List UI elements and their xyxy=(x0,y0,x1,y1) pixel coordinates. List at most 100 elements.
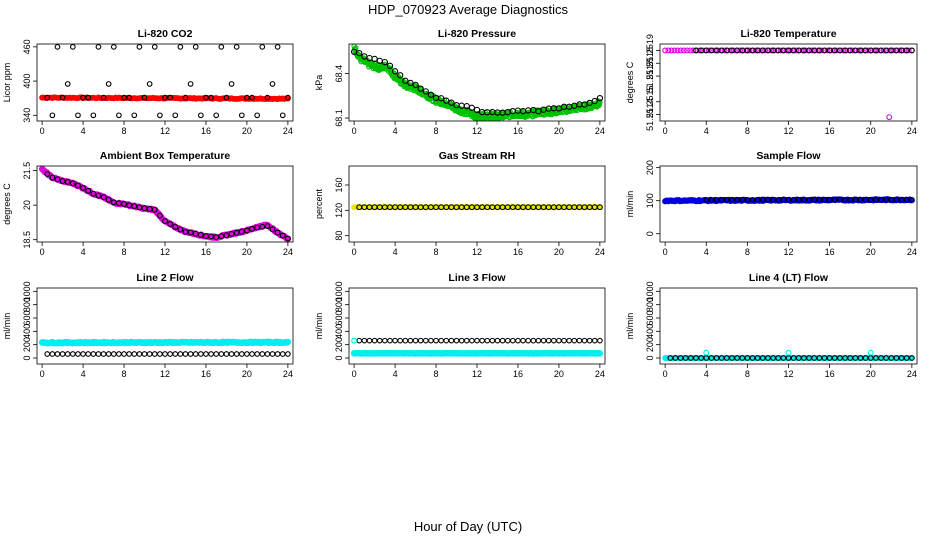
data-point xyxy=(182,94,189,101)
data-point xyxy=(591,97,598,105)
y-tick-label: 400 xyxy=(22,324,32,339)
data-point xyxy=(847,196,853,203)
data-point xyxy=(671,47,678,54)
y-tick-label: 80 xyxy=(334,231,344,241)
data-point xyxy=(172,112,179,119)
data-point xyxy=(718,196,725,203)
data-point xyxy=(566,337,573,344)
data-point xyxy=(908,47,915,54)
data-point xyxy=(489,337,496,344)
data-point xyxy=(157,351,163,357)
panel-9: Line 4 (LT) Flow 0 4 8 12 16 20 24 0 200400600800… xyxy=(625,272,918,379)
data-point xyxy=(105,81,112,87)
data-point xyxy=(126,94,133,101)
data-point xyxy=(69,180,76,187)
data-point xyxy=(233,351,240,357)
data-point xyxy=(126,351,133,357)
x-tick-label: 16 xyxy=(825,247,835,257)
panel-title: Li-820 Temperature xyxy=(740,28,836,40)
data-point xyxy=(233,44,240,50)
data-point xyxy=(223,232,230,239)
data-point xyxy=(136,44,143,50)
x-tick-label: 20 xyxy=(866,247,876,257)
x-tick-label: 20 xyxy=(242,126,252,136)
data-point xyxy=(746,47,753,54)
figure-title: HDP_070923 Average Diagnostics xyxy=(368,2,568,17)
data-point xyxy=(729,196,735,203)
data-point xyxy=(821,196,828,203)
data-point xyxy=(381,337,388,344)
y-tick-label: 0 xyxy=(645,231,655,236)
plot-frame xyxy=(659,287,918,365)
data-point xyxy=(765,196,771,203)
series-temp-raw xyxy=(662,47,915,54)
data-point xyxy=(192,351,199,357)
data-point xyxy=(703,196,710,203)
data-point xyxy=(443,337,450,344)
data-point xyxy=(187,229,194,236)
x-tick-label: 20 xyxy=(866,369,876,379)
data-point xyxy=(391,68,399,75)
data-point xyxy=(484,337,491,344)
data-points xyxy=(38,166,292,242)
data-point xyxy=(749,47,756,54)
y-tick-label: 51.2514 xyxy=(645,98,655,131)
data-point xyxy=(249,225,255,232)
data-point xyxy=(468,104,476,111)
y-tick-label: 460 xyxy=(22,39,32,54)
y-tick-label: 51.2518 xyxy=(645,47,655,80)
data-point xyxy=(172,351,179,357)
data-points xyxy=(350,44,604,121)
data-point xyxy=(218,351,225,357)
data-point xyxy=(760,196,766,203)
data-point xyxy=(586,337,593,344)
y-tick-label: 51.2517 xyxy=(645,60,655,93)
y-tick-label: 1000 xyxy=(334,281,344,301)
data-point xyxy=(259,351,266,357)
data-point xyxy=(591,337,598,344)
data-point xyxy=(504,337,511,344)
data-point xyxy=(249,351,255,357)
data-point xyxy=(203,351,209,357)
data-point xyxy=(680,47,687,54)
y-tick-label: 51.2519 xyxy=(645,34,655,67)
x-tick-label: 0 xyxy=(352,369,357,379)
data-point xyxy=(279,232,286,239)
data-point xyxy=(840,47,847,54)
data-point xyxy=(177,226,184,233)
data-point xyxy=(146,351,153,357)
data-point xyxy=(75,351,81,357)
data-point xyxy=(95,351,102,357)
data-point xyxy=(249,94,255,101)
data-point xyxy=(836,47,843,54)
data-point xyxy=(550,337,557,344)
data-point xyxy=(85,94,92,101)
data-point xyxy=(749,196,756,203)
data-point xyxy=(392,337,398,344)
data-point xyxy=(208,351,214,357)
data-point xyxy=(909,355,915,361)
data-point xyxy=(95,192,102,199)
data-point xyxy=(228,351,235,357)
data-point xyxy=(801,196,807,203)
y-axis-label: degrees C xyxy=(625,61,635,103)
data-point xyxy=(131,351,138,357)
data-point xyxy=(893,196,900,203)
data-point xyxy=(54,176,61,183)
data-point xyxy=(284,338,292,346)
data-point xyxy=(494,337,501,344)
panel-title: Line 4 (LT) Flow xyxy=(749,272,829,284)
data-point xyxy=(865,47,872,54)
data-point xyxy=(269,351,276,357)
y-tick-label: 68.4 xyxy=(334,65,344,83)
plot-frame xyxy=(36,287,294,365)
x-tick-label: 0 xyxy=(40,369,45,379)
data-point xyxy=(100,351,107,357)
data-point xyxy=(100,94,107,101)
y-tick-label: 800 xyxy=(22,297,32,312)
data-point xyxy=(832,196,838,203)
data-point xyxy=(110,351,117,357)
panel-4: Ambient Box Temperature 0 4 8 12 16 20 24 18.5 20… xyxy=(2,150,294,257)
data-point xyxy=(540,337,547,344)
